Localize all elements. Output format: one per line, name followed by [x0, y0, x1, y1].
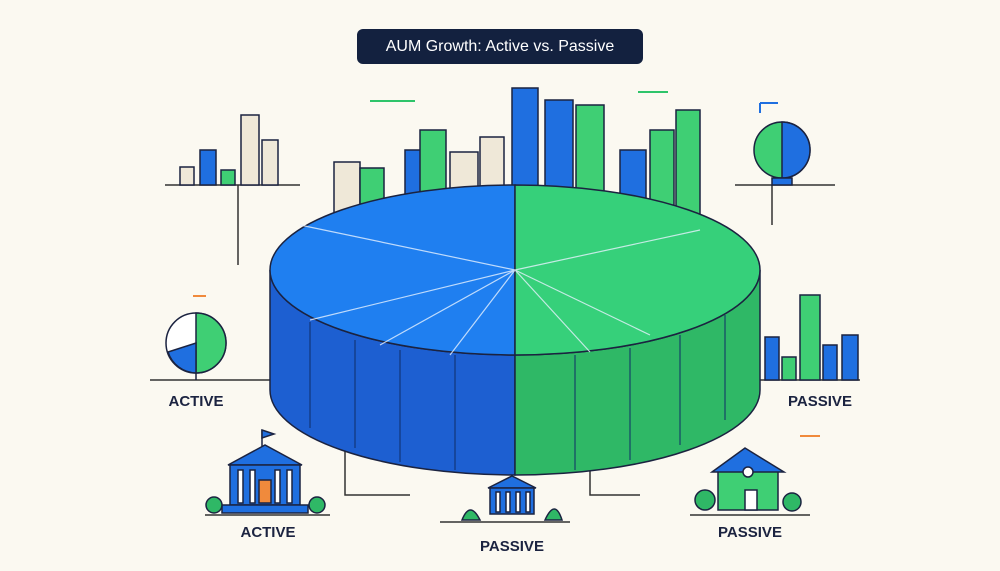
bottom-label: ACTIVE	[240, 524, 295, 541]
bottom-label: PASSIVE	[480, 538, 544, 555]
pie	[269, 184, 761, 476]
side-label: PASSIVE	[788, 393, 852, 410]
bank-building	[205, 428, 326, 514]
side-label: ACTIVE	[168, 393, 223, 410]
small-bars	[179, 114, 279, 186]
title-box	[357, 29, 643, 64]
bottom-label: PASSIVE	[718, 524, 782, 541]
small-pie	[753, 121, 811, 186]
small-pie	[165, 312, 227, 380]
title: AUM Growth: Active vs. Passive	[386, 38, 615, 55]
small-bars	[764, 294, 859, 381]
bank-building	[460, 475, 564, 521]
house	[694, 447, 802, 512]
